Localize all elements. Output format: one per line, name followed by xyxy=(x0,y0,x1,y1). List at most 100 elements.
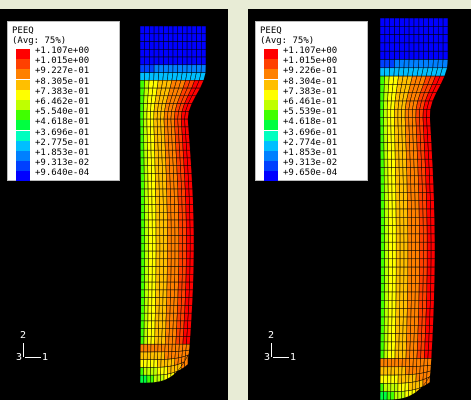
mesh-element xyxy=(158,328,163,337)
legend-value: +8.304e-01 xyxy=(283,76,338,87)
mesh-element xyxy=(426,225,432,235)
mesh-element xyxy=(411,217,416,226)
mesh-element xyxy=(384,316,389,326)
mesh-element xyxy=(167,250,172,260)
legend-value: +8.305e-01 xyxy=(35,76,90,87)
mesh-element xyxy=(172,64,178,73)
mesh-element xyxy=(387,192,393,201)
mesh-element xyxy=(139,126,144,135)
mesh-element xyxy=(418,200,424,210)
mesh-element xyxy=(380,283,385,293)
mesh-element xyxy=(154,157,159,166)
mesh-element xyxy=(407,200,412,210)
mesh-element xyxy=(188,196,194,205)
mesh-element xyxy=(388,225,393,235)
mesh-element xyxy=(143,320,149,329)
mesh-element xyxy=(380,208,385,218)
mesh-element xyxy=(144,80,150,89)
mesh-element xyxy=(191,41,197,50)
legend-value: +2.775e-01 xyxy=(35,137,90,148)
mesh-element xyxy=(158,312,163,322)
mesh-element xyxy=(407,217,412,226)
legend-value: +6.462e-01 xyxy=(35,97,90,107)
mesh-element xyxy=(394,150,400,160)
mesh-element xyxy=(188,180,193,190)
mesh-element xyxy=(140,212,145,221)
mesh-element xyxy=(380,200,385,210)
mesh-element xyxy=(167,365,172,375)
mesh-element xyxy=(384,17,390,27)
legend-swatch xyxy=(16,69,30,80)
mesh-element xyxy=(389,17,395,27)
mesh-element xyxy=(387,300,393,309)
mesh-element xyxy=(143,126,148,135)
mesh-element xyxy=(384,308,389,318)
mesh-element xyxy=(170,212,176,221)
mesh-element xyxy=(411,275,416,284)
mesh-element xyxy=(163,250,168,260)
mesh-element xyxy=(174,243,180,252)
mesh-element xyxy=(379,109,384,118)
mesh-element xyxy=(410,300,416,309)
mesh-element xyxy=(429,308,435,318)
mesh-element xyxy=(399,258,405,268)
mesh-element xyxy=(418,192,423,201)
mesh-element xyxy=(384,266,389,276)
mesh-element xyxy=(419,358,425,367)
mesh-element xyxy=(150,374,155,384)
mesh-element xyxy=(414,192,420,201)
mesh-element xyxy=(147,305,153,314)
mesh-element xyxy=(426,200,431,210)
legend-swatch xyxy=(16,59,30,70)
mesh-element xyxy=(421,325,426,334)
mesh-element xyxy=(418,34,424,44)
mesh-element xyxy=(418,50,424,60)
viewport-right[interactable]: PEEQ (Avg: 75%) +1.107e+00 +1.015e+00 +9.2… xyxy=(248,9,471,400)
mesh-element xyxy=(380,233,385,243)
mesh-element xyxy=(144,297,149,306)
viewport-left[interactable]: PEEQ (Avg: 75%) +1.107e+00 +1.015e+00 +9.2… xyxy=(0,9,228,400)
mesh-element xyxy=(394,134,399,143)
mesh-element xyxy=(388,250,393,260)
mesh-element xyxy=(139,134,145,143)
mesh-element xyxy=(426,300,431,309)
mesh-element xyxy=(394,17,400,27)
mesh-element xyxy=(383,391,388,400)
mesh-element xyxy=(148,72,155,81)
mesh-element xyxy=(153,367,158,376)
mesh-element xyxy=(161,142,166,151)
mesh-element xyxy=(144,49,150,58)
mesh-element xyxy=(380,217,385,226)
mesh-element xyxy=(147,173,152,182)
mesh-element xyxy=(155,235,161,244)
mesh-element xyxy=(391,200,397,210)
mesh-element xyxy=(379,142,385,152)
mesh-element xyxy=(185,281,190,291)
mesh-element xyxy=(394,42,400,52)
mesh-element xyxy=(417,175,423,185)
mesh-element xyxy=(155,274,160,283)
mesh-element xyxy=(386,117,392,127)
mesh-element xyxy=(379,42,386,52)
mesh-element xyxy=(422,200,427,210)
mesh-element xyxy=(406,325,411,334)
mesh-element xyxy=(173,305,178,314)
mesh-element xyxy=(426,258,432,268)
mesh-element xyxy=(430,275,436,284)
mesh-element xyxy=(150,142,155,151)
mesh-element xyxy=(405,142,411,152)
mesh-element xyxy=(153,72,160,81)
mesh-element xyxy=(421,333,426,343)
mesh-element xyxy=(387,183,393,193)
axis-triad: 2 3 1 xyxy=(16,325,56,365)
mesh-element xyxy=(402,158,407,168)
mesh-element xyxy=(186,235,191,244)
mesh-element xyxy=(419,241,424,251)
mesh-element xyxy=(186,64,193,73)
mesh-element xyxy=(164,134,169,143)
mesh-element xyxy=(172,25,178,35)
mesh-element xyxy=(144,72,150,81)
mesh-element xyxy=(181,297,186,306)
mesh-element xyxy=(414,291,420,301)
mesh-element xyxy=(399,42,405,52)
